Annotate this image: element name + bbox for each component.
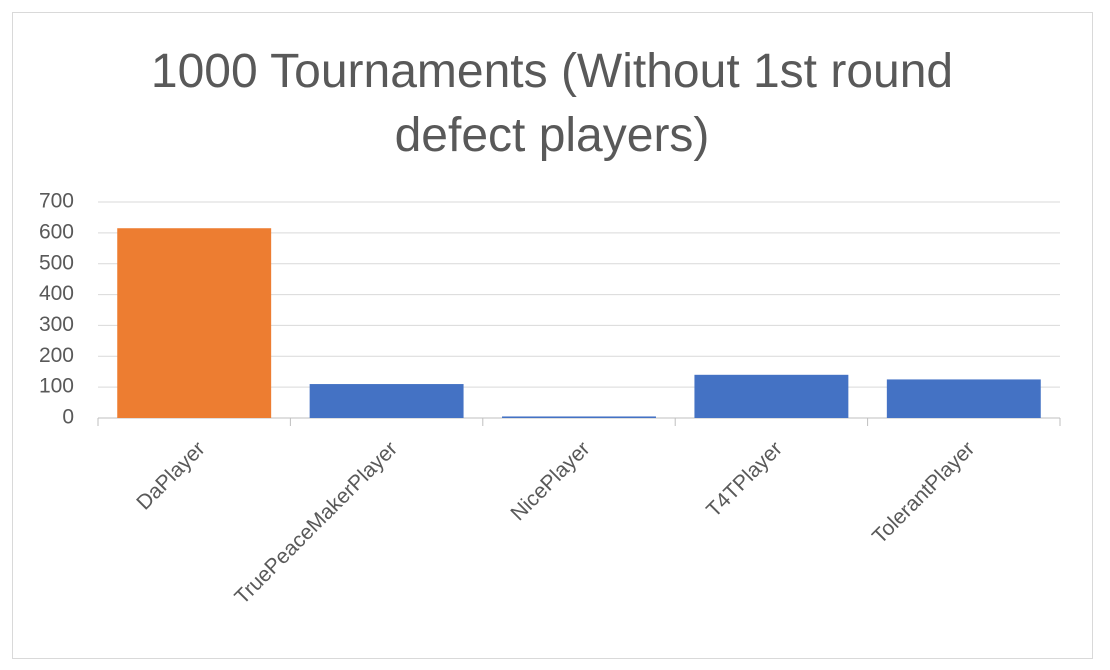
bar <box>117 228 272 418</box>
bar <box>502 416 656 418</box>
y-tick-label: 600 <box>39 220 74 243</box>
y-tick-label: 500 <box>39 251 74 274</box>
y-tick-label: 100 <box>39 375 74 398</box>
bar <box>309 384 464 418</box>
y-tick-label: 300 <box>39 313 74 336</box>
chart-title: 1000 Tournaments (Without 1st round defe… <box>150 45 954 162</box>
y-tick-label: 700 <box>39 190 74 213</box>
bar <box>694 374 849 418</box>
y-tick-label: 0 <box>62 406 74 429</box>
y-tick-label: 400 <box>39 282 74 305</box>
bar <box>886 379 1041 418</box>
y-tick-label: 200 <box>39 344 74 367</box>
